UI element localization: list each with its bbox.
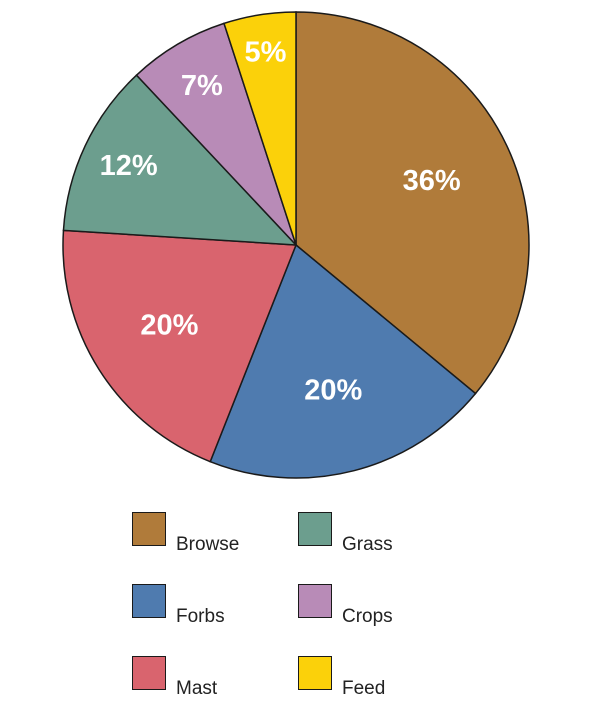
pie-slice-forbs [209,243,477,479]
pie-slice-grass [62,74,298,246]
pie-slice-browse [295,11,530,395]
legend-swatch-crops [298,584,332,618]
legend-swatch-browse [132,512,166,546]
pie-slice-crops [135,22,297,246]
legend-label-crops: Crops [342,606,393,627]
legend-swatch-mast [132,656,166,690]
legend-swatch-feed [298,656,332,690]
legend-label-mast: Mast [176,678,218,699]
slice-label-mast: 20% [140,309,198,341]
slice-label-forbs: 20% [304,374,362,406]
pie-slice-mast [62,229,298,463]
slice-label-feed: 5% [245,36,287,68]
slice-label-grass: 12% [100,150,158,182]
legend-swatch-grass [298,512,332,546]
legend: Browse Forbs Mast Grass Crops Feed [132,512,432,702]
legend-label-feed: Feed [342,678,386,699]
legend-swatch-forbs [132,584,166,618]
slice-label-crops: 7% [181,70,223,102]
legend-label-forbs: Forbs [176,606,225,627]
legend-label-browse: Browse [176,534,240,555]
pie-slice-feed [223,11,297,246]
slice-label-browse: 36% [403,165,461,197]
legend-label-grass: Grass [342,534,393,555]
